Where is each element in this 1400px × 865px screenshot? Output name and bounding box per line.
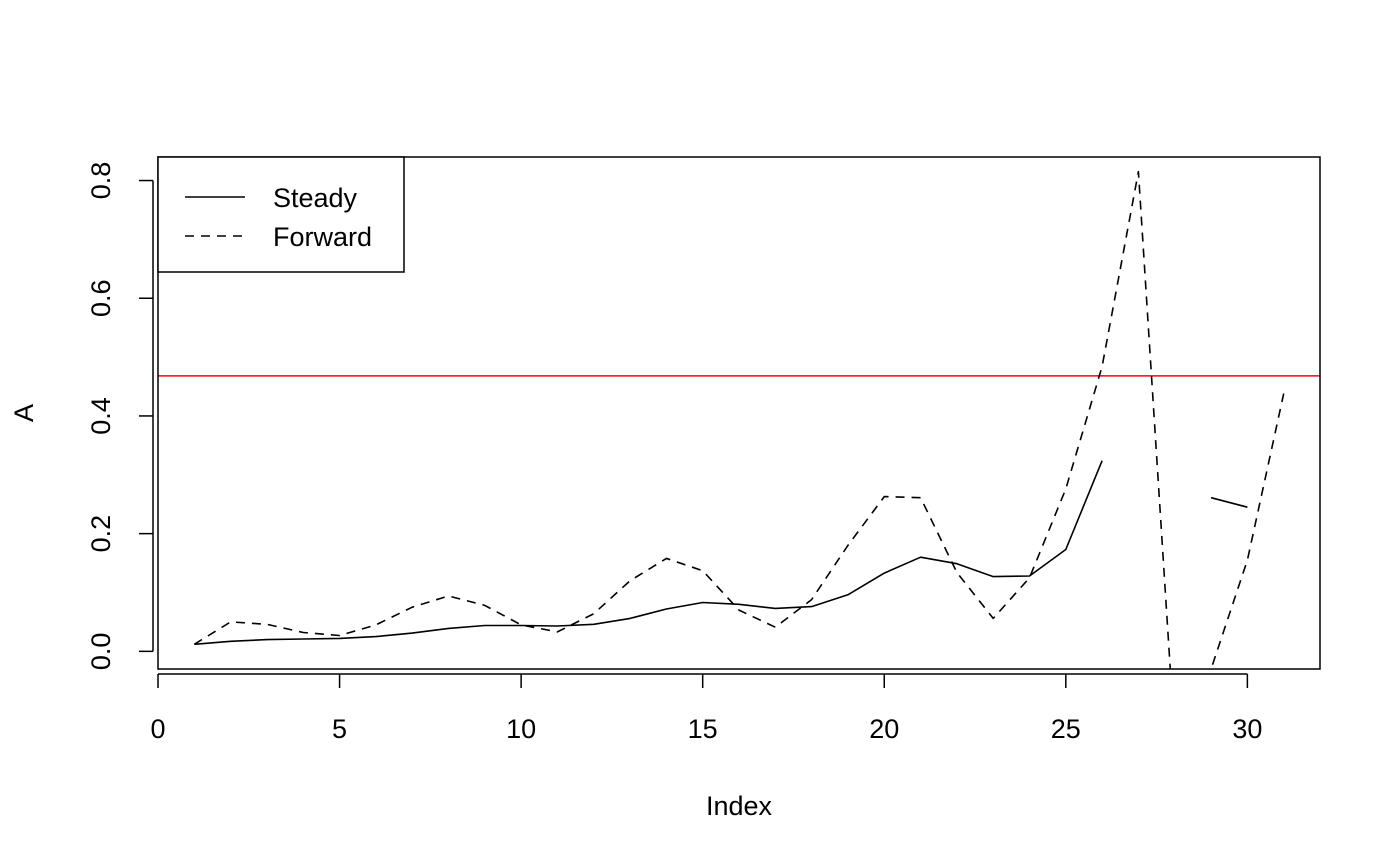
x-tick-label: 5 [332, 714, 347, 744]
y-tick-label: 0.2 [86, 515, 116, 553]
legend: Steady Forward [157, 156, 405, 273]
x-tick-label: 20 [869, 714, 899, 744]
y-tick-label: 0.8 [86, 162, 116, 200]
y-tick-label: 0.0 [86, 633, 116, 671]
x-axis: 0 5 10 15 20 25 30 [150, 673, 1262, 744]
y-tick-label: 0.4 [86, 397, 116, 435]
x-tick-label: 15 [688, 714, 718, 744]
x-axis-label: Index [706, 791, 773, 821]
x-tick-label: 25 [1051, 714, 1081, 744]
legend-label-forward: Forward [273, 222, 372, 252]
plot-frame [157, 156, 1321, 670]
x-tick-label: 10 [506, 714, 536, 744]
y-axis-label: A [9, 404, 39, 422]
legend-box [157, 156, 405, 273]
y-tick-label: 0.6 [86, 279, 116, 317]
x-tick-label: 30 [1232, 714, 1262, 744]
x-tick-label: 0 [150, 714, 165, 744]
series-line-forward [193, 170, 1285, 669]
series-forward [193, 170, 1285, 669]
series-steady [194, 460, 1248, 646]
series-layer [158, 170, 1320, 669]
series-line-steady [194, 460, 1248, 646]
legend-label-steady: Steady [273, 183, 358, 213]
y-axis: 0.0 0.2 0.4 0.6 0.8 [86, 162, 154, 671]
